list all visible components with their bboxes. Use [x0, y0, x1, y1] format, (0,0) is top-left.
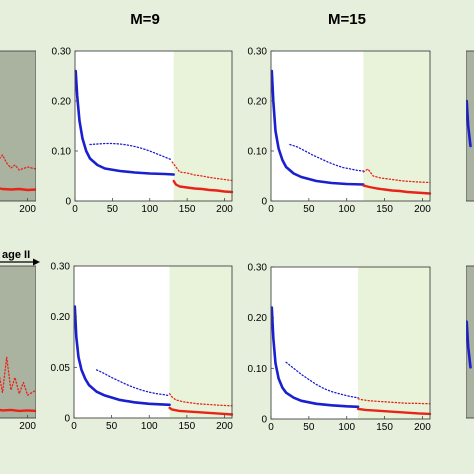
stage-shade — [0, 266, 36, 418]
x-tick-label: 200 — [216, 204, 233, 215]
x-tick-label: 200 — [216, 421, 233, 432]
x-tick-label: 100 — [338, 422, 355, 433]
panel-top-right-partial — [466, 50, 474, 202]
series-solid-red — [172, 179, 234, 194]
plot-frame — [270, 266, 431, 420]
series-solid-blue — [73, 305, 171, 407]
panel-bottom-M15: 0 50 100 150 200 0 0.10 0.20 0.30 — [248, 263, 432, 434]
x-tick-label: 200 — [414, 204, 431, 215]
series-solid-red — [0, 187, 36, 192]
y-tick-label: 0 — [261, 415, 267, 426]
plot-area-top-left-partial — [0, 50, 36, 202]
series-solid-blue — [466, 320, 472, 369]
panels: 0 50 100 150 200 0 0.10 0.20 0.30 0 50 100 150 200 0 0.… — [0, 47, 474, 434]
stage-shade — [466, 51, 474, 201]
stage-shade — [363, 51, 430, 201]
plot-area-top-right-partial — [466, 50, 474, 202]
y-tick-label: 0.30 — [51, 262, 71, 273]
panel-top-M9: 0 50 100 150 200 0 0.10 0.20 0.30 — [52, 47, 234, 216]
y-tick-label: 0 — [64, 414, 70, 425]
series-solid-red — [0, 408, 36, 413]
stage-label: age II — [2, 249, 30, 261]
stage-shade — [0, 51, 36, 201]
series-dotted-red — [357, 398, 431, 405]
series-solid-red — [168, 406, 234, 416]
series-dotted-red — [168, 393, 233, 407]
stage-shade — [466, 266, 474, 418]
y-tick-label: 0 — [261, 197, 267, 208]
x-tick-label: 150 — [376, 204, 393, 215]
series-dotted-red — [171, 161, 233, 182]
y-tick-label: 0 — [65, 197, 71, 208]
x-tick-label: 0 — [71, 421, 77, 432]
y-tick-label: 0.05 — [51, 363, 71, 374]
panel-bottom-M9: 0 50 100 150 200 0 0.05 0.20 0.30 — [51, 262, 234, 433]
x-tick-label: 100 — [141, 421, 158, 432]
y-tick-label: 0.10 — [52, 147, 72, 158]
series-solid-blue — [270, 306, 360, 409]
y-tick-label: 0.10 — [248, 147, 268, 158]
series-dotted-blue — [95, 369, 171, 397]
x-tick-label: 100 — [338, 204, 355, 215]
x-tick-label: 200 — [19, 421, 36, 432]
stage-indicator: age II — [0, 249, 40, 266]
plot-area-bottom-left-partial — [0, 265, 36, 419]
x-tick-label: 50 — [303, 422, 315, 433]
plot-area-top-M9 — [74, 50, 234, 202]
plot-frame — [73, 265, 233, 419]
y-tick-label: 0.30 — [248, 47, 268, 58]
series-dotted-red — [0, 356, 36, 396]
plot-frame — [270, 50, 431, 202]
series-dotted-red — [0, 154, 36, 171]
panel-bottom-left-partial: 200 — [0, 265, 36, 432]
series-solid-blue — [466, 99, 472, 148]
y-tick-label: 0.30 — [52, 47, 72, 58]
y-tick-label: 0.30 — [248, 263, 268, 274]
x-tick-label: 50 — [106, 421, 118, 432]
x-tick-label: 50 — [303, 204, 315, 215]
series-dotted-red — [362, 168, 431, 184]
x-tick-label: 200 — [414, 422, 431, 433]
series-solid-red — [362, 184, 432, 195]
x-tick-label: 150 — [179, 421, 196, 432]
header-m9: M=9 — [130, 11, 160, 28]
series-solid-blue — [270, 69, 365, 186]
plot-area-top-M15 — [270, 50, 432, 202]
x-tick-label: 150 — [376, 422, 393, 433]
panel-bottom-right-partial — [466, 265, 474, 419]
y-tick-label: 0.20 — [248, 97, 268, 108]
x-tick-label: 100 — [141, 204, 158, 215]
y-tick-label: 0.20 — [52, 97, 72, 108]
stage-shade — [173, 51, 232, 201]
stage-shade — [358, 267, 430, 419]
x-tick-label: 0 — [268, 204, 274, 215]
series-solid-red — [356, 407, 432, 416]
panel-top-left-partial: 200 — [0, 50, 36, 215]
series-solid-blue — [74, 69, 175, 176]
x-tick-label: 0 — [268, 422, 274, 433]
x-tick-label: 50 — [107, 204, 119, 215]
series-dotted-blue — [289, 143, 365, 172]
plot-frame — [74, 50, 233, 202]
header-m15: M=15 — [328, 11, 366, 28]
plot-area-bottom-M15 — [270, 266, 432, 420]
x-tick-label: 0 — [72, 204, 78, 215]
series-dotted-blue — [285, 361, 359, 399]
y-tick-label: 0.10 — [248, 364, 268, 375]
plot-area-bottom-right-partial — [466, 265, 474, 419]
plot-area-bottom-M9 — [73, 265, 234, 419]
x-tick-label: 200 — [19, 204, 36, 215]
x-tick-label: 150 — [179, 204, 196, 215]
stage-arrow-head — [33, 258, 40, 266]
stage-shade — [169, 266, 232, 418]
y-tick-label: 0.20 — [51, 312, 71, 323]
y-tick-label: 0.20 — [248, 313, 268, 324]
panel-top-M15: 0 50 100 150 200 0 0.10 0.20 0.30 — [248, 47, 432, 216]
series-dotted-blue — [89, 142, 173, 161]
